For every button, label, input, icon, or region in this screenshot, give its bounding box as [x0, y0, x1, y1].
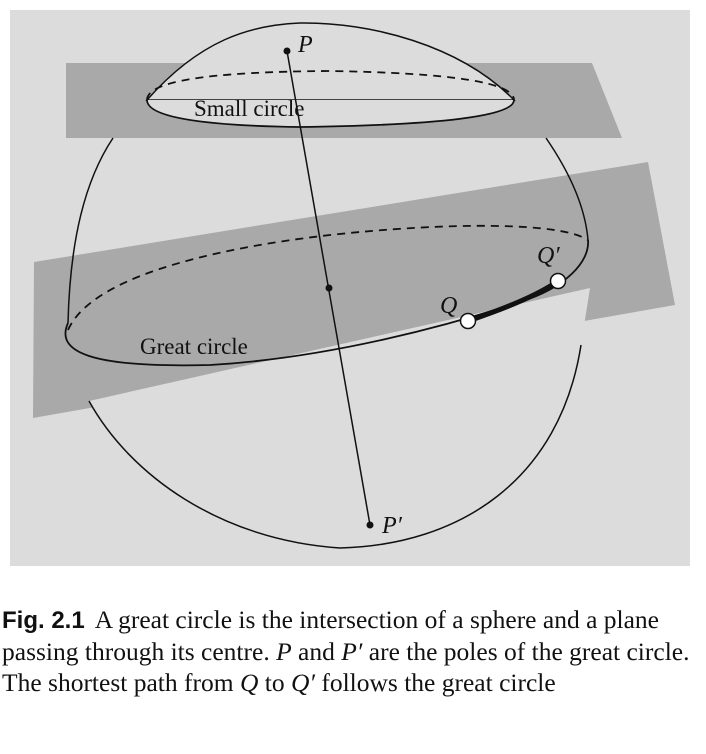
label-q: Q — [440, 293, 457, 319]
pole-p-point — [283, 47, 291, 55]
caption-text: and — [291, 637, 342, 666]
caption-p: P — [276, 637, 292, 666]
caption-q-prime: Q′ — [290, 668, 315, 697]
figure-tag: Fig. 2.1 — [2, 607, 85, 634]
point-q-prime-marker — [549, 272, 567, 290]
sphere-outline-left — [67, 137, 114, 324]
small-circle-back — [146, 70, 515, 101]
caption-text: are the poles of the great circle. The s… — [2, 637, 690, 697]
label-great-circle: Great circle — [140, 334, 248, 359]
great-circle-diagram: P P′ Small circle Great circle Q Q′ — [10, 10, 690, 566]
sphere-outline-bottom — [88, 344, 582, 549]
pole-p-prime-point — [366, 521, 374, 529]
caption-p-prime: P′ — [341, 637, 363, 666]
caption-text: A great circle is the intersection of a … — [2, 605, 659, 666]
caption-text: to — [258, 668, 291, 697]
label-small-circle: Small circle — [194, 96, 305, 121]
label-p-prime: P′ — [381, 513, 403, 539]
caption-text: follows the great circle — [314, 668, 556, 697]
great-circle-plane — [33, 162, 675, 418]
lower-hemisphere — [89, 288, 590, 548]
great-circle-back — [67, 224, 589, 331]
sphere-cap — [145, 22, 516, 101]
point-q-marker — [459, 312, 477, 330]
caption-q: Q — [239, 668, 259, 697]
figure-caption: Fig. 2.1 A great circle is the intersecti… — [2, 604, 702, 698]
sphere-outline-right — [545, 137, 589, 241]
centre-point — [325, 284, 333, 292]
shortest-path-arc — [467, 278, 560, 324]
label-q-prime: Q′ — [537, 243, 560, 269]
label-p: P — [297, 32, 313, 58]
